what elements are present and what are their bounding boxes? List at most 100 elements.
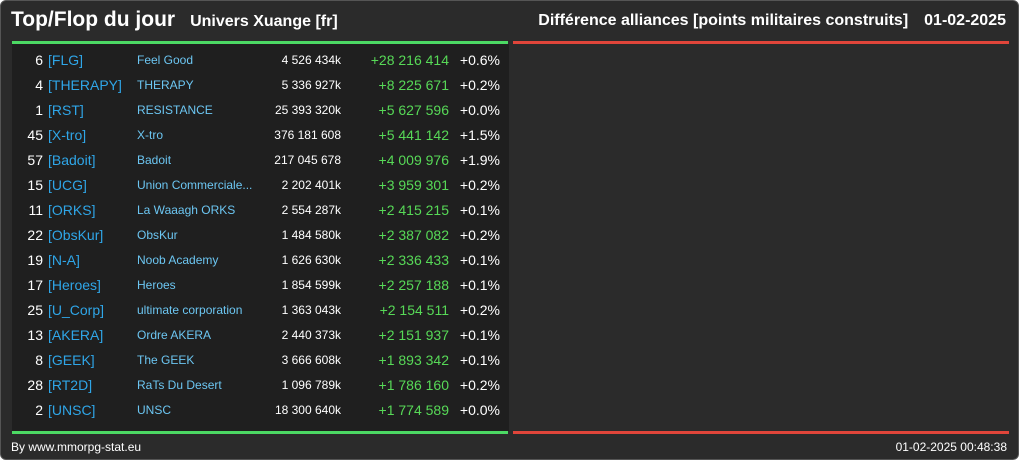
alliance-name-link[interactable]: Union Commerciale... (137, 178, 253, 192)
alliance-name-link[interactable]: La Waaagh ORKS (137, 203, 236, 217)
percent-change-cell: +1.9% (459, 152, 500, 168)
percent-change-cell: +0.6% (459, 52, 500, 68)
rank-cell: 1 (35, 102, 43, 118)
alliance-name-link[interactable]: Heroes (137, 278, 176, 292)
points-diff-cell: +8 225 671 (378, 77, 449, 93)
alliance-tag-link[interactable]: [GEEK] (48, 352, 95, 368)
top-divider (12, 41, 508, 44)
percent-change-cell: +0.2% (459, 302, 500, 318)
table-row: 15 [UCG] Union Commerciale... 2 202 401k +3 … (12, 173, 509, 198)
alliance-tag-link[interactable]: [UCG] (48, 177, 87, 193)
percent-change-cell: +1.5% (459, 127, 500, 143)
universe-label: Univers Xuange [fr] (190, 13, 338, 30)
rank-cell: 19 (27, 252, 43, 268)
points-diff-cell: +2 336 433 (378, 252, 449, 268)
credit-link[interactable]: By www.mmorpg-stat.eu (11, 440, 142, 454)
rank-cell: 8 (35, 352, 43, 368)
points-diff-cell: +2 387 082 (378, 227, 449, 243)
rank-cell: 45 (27, 127, 43, 143)
alliance-name-link[interactable]: RaTs Du Desert (137, 378, 222, 392)
military-points-cell: 1 854 599k (281, 278, 341, 292)
percent-change-cell: +0.2% (459, 377, 500, 393)
percent-change-cell: +0.1% (459, 202, 500, 218)
rank-cell: 22 (27, 227, 43, 243)
military-points-cell: 18 300 640k (274, 403, 341, 417)
alliance-tag-link[interactable]: [ORKS] (48, 202, 96, 218)
military-points-cell: 376 181 608 (274, 128, 341, 142)
military-points-cell: 1 626 630k (281, 253, 341, 267)
points-diff-cell: +5 441 142 (378, 127, 449, 143)
alliance-tag-link[interactable]: [N-A] (48, 252, 80, 268)
flop-divider (513, 41, 1009, 44)
table-row: 22 [ObsKur] ObsKur 1 484 580k +2 387 082 +0.2… (12, 223, 509, 248)
table-row: 1 [RST] RESISTANCE 25 393 320k +5 627 596 +0.… (12, 98, 509, 123)
alliance-name-link[interactable]: X-tro (137, 128, 164, 142)
points-diff-cell: +2 257 188 (378, 277, 449, 293)
points-diff-cell: +4 009 976 (378, 152, 449, 168)
military-points-cell: 1 096 789k (281, 378, 341, 392)
rank-cell: 28 (27, 377, 43, 393)
percent-change-cell: +0.1% (459, 327, 500, 343)
table-row: 2 [UNSC] UNSC 18 300 640k +1 774 589 +0.0% (12, 398, 509, 423)
date-label: 01-02-2025 (924, 12, 1006, 29)
alliance-name-link[interactable]: THERAPY (137, 78, 194, 92)
alliance-name-link[interactable]: Ordre AKERA (137, 328, 212, 342)
header-right: Différence alliances [points militaires … (538, 12, 1006, 30)
alliance-tag-link[interactable]: [AKERA] (48, 327, 104, 343)
alliance-tag-link[interactable]: [ObsKur] (48, 227, 104, 243)
alliance-tag-link[interactable]: [RST] (48, 102, 84, 118)
military-points-cell: 4 526 434k (281, 53, 341, 67)
military-points-cell: 2 440 373k (281, 328, 341, 342)
alliance-tag-link[interactable]: [THERAPY] (48, 77, 122, 93)
alliance-tag-link[interactable]: [U_Corp] (48, 302, 105, 318)
military-points-cell: 1 363 043k (281, 303, 341, 317)
generated-timestamp: 01-02-2025 00:48:38 (895, 440, 1007, 454)
military-points-cell: 1 484 580k (281, 228, 341, 242)
points-diff-cell: +2 154 511 (379, 302, 449, 318)
page-title: Top/Flop du jour (11, 8, 176, 31)
table-row: 45 [X-tro] X-tro 376 181 608 +5 441 142 +1.5% (12, 123, 509, 148)
table-row: 6 [FLG] Feel Good 4 526 434k +28 216 414 +0.6… (12, 48, 509, 73)
points-diff-cell: +1 774 589 (378, 402, 449, 418)
military-points-cell: 2 554 287k (281, 203, 341, 217)
rank-cell: 57 (27, 152, 43, 168)
rank-cell: 4 (35, 77, 43, 93)
alliance-tag-link[interactable]: [X-tro] (48, 127, 87, 143)
percent-change-cell: +0.1% (459, 352, 500, 368)
percent-change-cell: +0.1% (459, 277, 500, 293)
table-row: 19 [N-A] Noob Academy 1 626 630k +2 336 433 +… (12, 248, 509, 273)
military-points-cell: 25 393 320k (274, 103, 341, 117)
alliance-name-link[interactable]: RESISTANCE (137, 103, 213, 117)
points-diff-cell: +5 627 596 (378, 102, 449, 118)
military-points-cell: 2 202 401k (281, 178, 341, 192)
alliance-tag-link[interactable]: [Badoit] (48, 152, 96, 168)
military-points-cell: 3 666 608k (281, 353, 341, 367)
percent-change-cell: +0.1% (459, 252, 500, 268)
header-left: Top/Flop du jour Univers Xuange [fr] (11, 8, 338, 32)
points-diff-cell: +2 415 215 (378, 202, 449, 218)
military-points-cell: 5 336 927k (281, 78, 341, 92)
table-row: 28 [RT2D] RaTs Du Desert 1 096 789k +1 786 1… (12, 373, 509, 398)
top-footer-divider (12, 431, 508, 434)
points-diff-cell: +3 959 301 (378, 177, 449, 193)
rank-cell: 11 (28, 202, 43, 218)
points-diff-cell: +28 216 414 (370, 52, 449, 68)
alliance-name-link[interactable]: Noob Academy (137, 253, 219, 267)
alliance-name-link[interactable]: Feel Good (137, 53, 194, 67)
top-list: 6 [FLG] Feel Good 4 526 434k +28 216 414 +0.6… (12, 44, 509, 431)
alliance-name-link[interactable]: ultimate corporation (137, 303, 243, 317)
alliance-tag-link[interactable]: [FLG] (48, 52, 84, 68)
alliance-name-link[interactable]: ObsKur (137, 228, 178, 242)
alliance-name-link[interactable]: Badoit (137, 153, 172, 167)
alliance-tag-link[interactable]: [Heroes] (48, 277, 101, 293)
alliance-tag-link[interactable]: [UNSC] (48, 402, 96, 418)
table-row: 11 [ORKS] La Waaagh ORKS 2 554 287k +2 415 2… (12, 198, 509, 223)
rank-cell: 6 (35, 52, 43, 68)
metric-label: Différence alliances [points militaires … (538, 12, 909, 29)
rank-cell: 25 (27, 302, 43, 318)
military-points-cell: 217 045 678 (274, 153, 341, 167)
alliance-tag-link[interactable]: [RT2D] (48, 377, 93, 393)
percent-change-cell: +0.2% (459, 77, 500, 93)
alliance-name-link[interactable]: UNSC (137, 403, 172, 417)
alliance-name-link[interactable]: The GEEK (137, 353, 195, 367)
